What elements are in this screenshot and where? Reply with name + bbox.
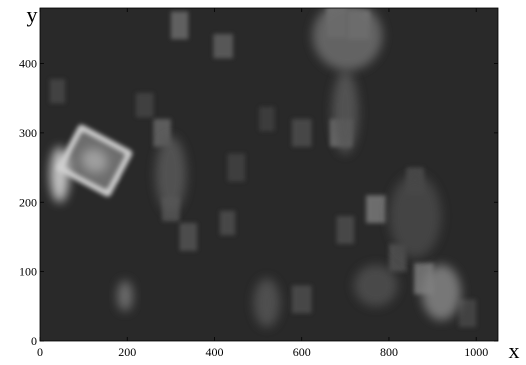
- heatmap-patch: [336, 216, 355, 244]
- y-tick-label: 200: [19, 195, 37, 209]
- heatmap-patch: [135, 92, 154, 118]
- x-tick-label: 400: [205, 345, 223, 359]
- heatmap-patch: [179, 223, 198, 251]
- heatmap-feature-blob-780-70: [354, 264, 398, 307]
- heatmap-patch: [170, 11, 189, 40]
- y-tick-label: 100: [19, 265, 37, 279]
- heatmap-patch: [227, 153, 246, 182]
- axes: 0 200 400 600 800 1000 0 100 200 300 400: [19, 8, 498, 359]
- heatmap-feature-blob-520-50: [253, 278, 280, 328]
- tilted-rect-core: [81, 148, 108, 173]
- heatmap-feature-left-edge-blob: [50, 146, 70, 203]
- x-axis-label: x: [509, 338, 520, 363]
- y-tick-label: 400: [19, 57, 37, 71]
- heatmap-feature-blob-710-460: [312, 8, 383, 71]
- heatmap-feature-blob-200-60: [117, 280, 133, 312]
- x-tick-label: 200: [118, 345, 136, 359]
- heatmap-patch: [49, 79, 66, 104]
- x-tick-label: 1000: [464, 345, 488, 359]
- y-tick-label: 300: [19, 126, 37, 140]
- heatmap-patch: [458, 299, 477, 328]
- heatmap-patch: [366, 195, 386, 224]
- heatmap-feature-blob-700-330: [332, 70, 359, 154]
- x-tick-label: 0: [37, 345, 43, 359]
- heatmap-patch: [291, 285, 312, 314]
- y-tick-label: 0: [31, 334, 37, 348]
- heatmap-patch: [213, 34, 234, 59]
- x-tick-label: 800: [380, 345, 398, 359]
- x-tick-label: 600: [293, 345, 311, 359]
- heatmap-patch: [291, 119, 312, 147]
- plot-frame: [39, 7, 499, 342]
- plot-area: [40, 8, 498, 341]
- heatmap-feature-blob-300-230: [155, 136, 187, 213]
- heatmap-feature-tilted-rectangle: [56, 124, 133, 197]
- y-axis-label: y: [27, 2, 38, 27]
- heatmap-feature-blob-920-70: [421, 264, 461, 321]
- heatmap-feature-blob-860-180: [388, 174, 442, 258]
- heatmap-patch: [219, 210, 236, 236]
- heatmap-patch: [259, 106, 275, 132]
